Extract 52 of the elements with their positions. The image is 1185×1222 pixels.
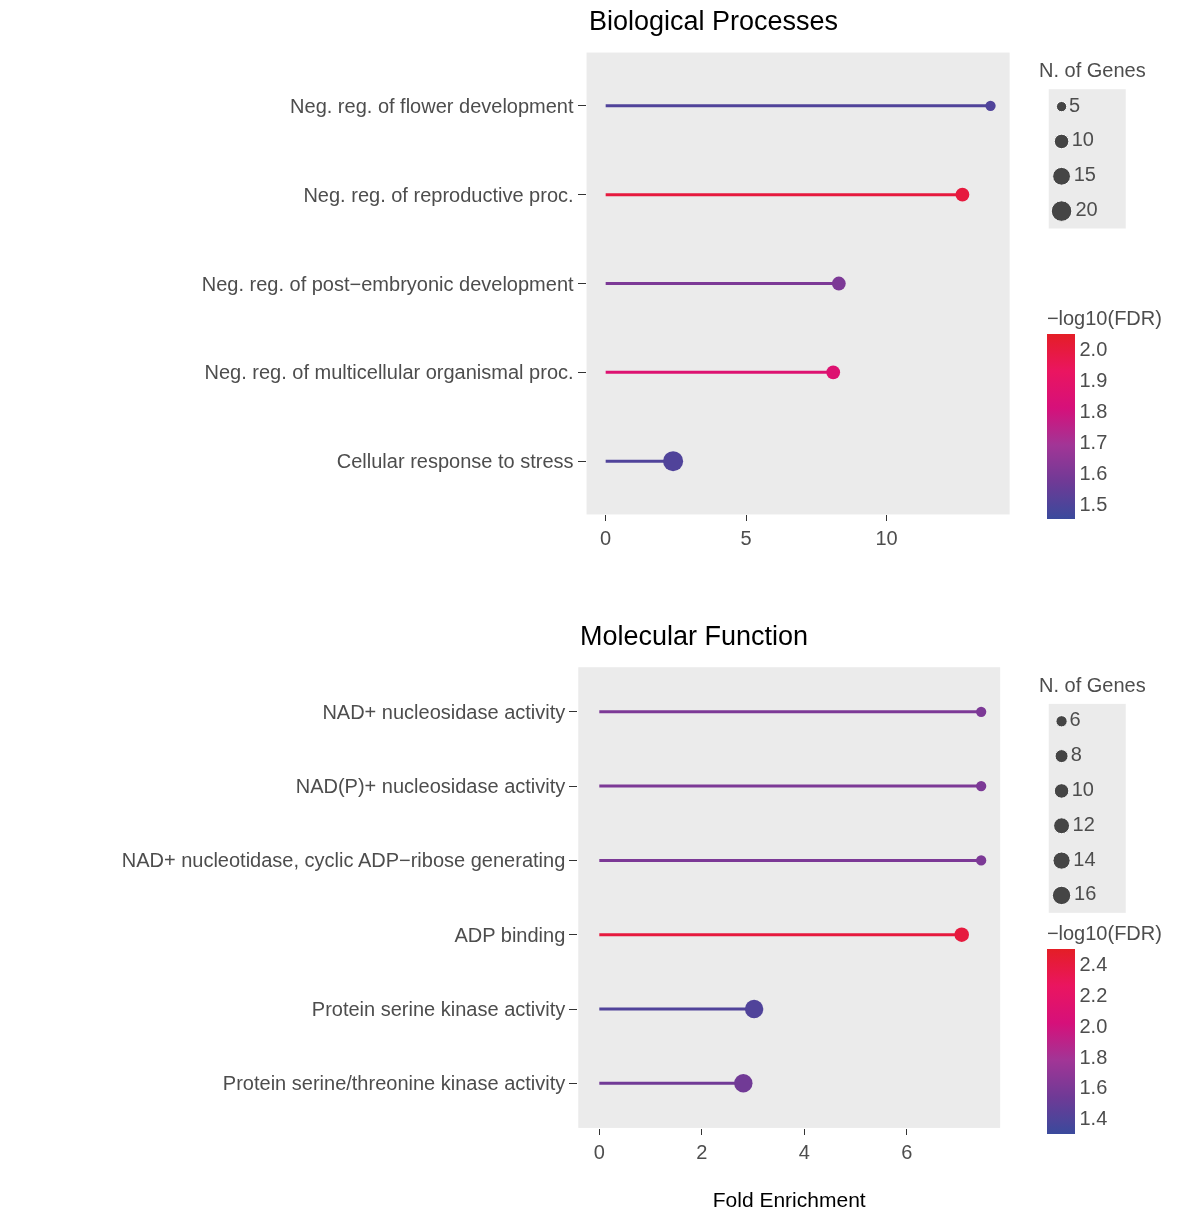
legend-label: 14 <box>1073 847 1096 870</box>
y-tick-label: Neg. reg. of flower development <box>290 94 574 117</box>
x-tick-label: 0 <box>600 527 612 550</box>
y-tick-label: Neg. reg. of post−embryonic development <box>201 272 575 295</box>
x-tick-label: 6 <box>901 1140 913 1163</box>
legend-label: 10 <box>1071 777 1094 800</box>
x-tick-label: 5 <box>740 527 752 550</box>
y-tick-label: Neg. reg. of multicellular organismal proc. <box>204 361 574 384</box>
point <box>826 365 841 380</box>
legend-label: 6 <box>1069 708 1081 731</box>
x-axis-title: Fold Enrichment <box>712 1188 866 1212</box>
y-tick-label: ADP binding <box>454 923 566 946</box>
y-tick-label: Cellular response to stress <box>336 450 574 473</box>
x-tick-label: 2 <box>696 1140 708 1163</box>
color-bar-label: 1.8 <box>1079 400 1108 423</box>
color-bar-label: 2.0 <box>1079 338 1108 361</box>
legend-label: 10 <box>1071 128 1094 151</box>
x-tick-label: 4 <box>798 1140 810 1163</box>
color-bar-label: 1.9 <box>1079 369 1108 392</box>
legend-label: 12 <box>1072 812 1095 835</box>
point <box>955 187 970 202</box>
legend-label: 16 <box>1074 882 1097 905</box>
color-bar-label: 2.0 <box>1079 1014 1108 1037</box>
color-bar-label: 1.8 <box>1079 1045 1108 1068</box>
y-tick-label: NAD(P)+ nucleosidase activity <box>295 775 566 798</box>
legend-label: 5 <box>1068 93 1081 116</box>
point <box>954 927 969 942</box>
color-bar-label: 1.6 <box>1079 1076 1108 1099</box>
y-tick-label: NAD+ nucleosidase activity <box>322 700 566 723</box>
color-bar-title: −log10(FDR) <box>1046 921 1162 944</box>
color-bar-label: 1.5 <box>1079 492 1108 515</box>
point <box>831 276 846 291</box>
point <box>976 780 987 792</box>
legend-label: 15 <box>1073 163 1096 186</box>
chart-title: Molecular Function <box>580 621 809 651</box>
legend-label: 8 <box>1070 743 1082 766</box>
chart-title: Biological Processes <box>589 6 839 36</box>
color-bar-title: −log10(FDR) <box>1046 306 1162 329</box>
color-bar-label: 1.4 <box>1079 1107 1108 1130</box>
color-bar-label: 2.4 <box>1079 953 1108 976</box>
color-bar-label: 1.6 <box>1079 461 1108 484</box>
x-tick-label: 10 <box>875 527 898 550</box>
color-bar-label: 1.7 <box>1079 430 1108 453</box>
legend-title: N. of Genes <box>1039 674 1146 696</box>
legend-title: N. of Genes <box>1039 59 1146 81</box>
color-bar-label: 2.2 <box>1079 983 1108 1006</box>
y-tick-label: Protein serine kinase activity <box>311 998 566 1021</box>
legend-label: 20 <box>1075 198 1098 221</box>
x-tick-label: 0 <box>593 1140 605 1163</box>
y-tick-label: Protein serine/threonine kinase activity <box>222 1072 566 1095</box>
y-tick-label: Neg. reg. of reproductive proc. <box>303 183 574 206</box>
y-tick-label: NAD+ nucleotidase, cyclic ADP−ribose generating <box>121 849 566 872</box>
